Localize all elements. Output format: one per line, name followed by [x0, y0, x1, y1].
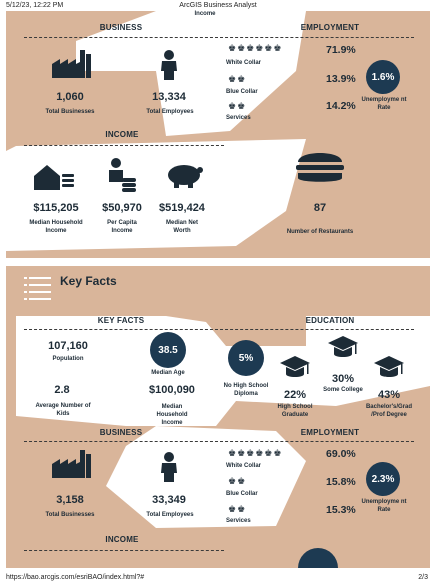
blue-collar-label: Blue Collar — [226, 89, 258, 95]
unemployment-label: Unemployme nt Rate — [361, 97, 407, 111]
services-label-2: Services — [226, 518, 251, 524]
circle-badge-partial — [298, 548, 338, 568]
restaurants-label: Number of Restaurants — [286, 229, 354, 235]
median-household-income-label-2: Median Household Income — [156, 404, 188, 426]
some-college-pct: 30% — [331, 373, 355, 385]
divider — [24, 550, 224, 551]
population-label: Population — [52, 356, 84, 362]
people-icon: ♚♚ — [228, 101, 247, 111]
unemployment-label-2: Unemployme nt Rate — [361, 499, 407, 513]
page-url[interactable]: https://bao.arcgis.com/esriBAO/index.htm… — [6, 574, 145, 581]
income-title-2: INCOME — [105, 535, 139, 544]
business-title: BUSINESS — [99, 23, 143, 32]
panel-2-white-shapes — [16, 316, 430, 528]
high-school-pct: 22% — [283, 389, 307, 401]
graduation-cap-icon — [280, 356, 310, 377]
restaurants-value: 87 — [313, 202, 327, 214]
employment-title-2: EMPLOYMENT — [300, 428, 360, 437]
app-title: ArcGIS Business Analyst — [179, 2, 257, 9]
avg-kids-label: Average Number of Kids — [35, 403, 91, 417]
median-household-income-value-2: $100,090 — [149, 384, 195, 396]
house-coins-icon — [34, 165, 74, 190]
people-icon: ♚♚♚♚♚♚ — [228, 43, 283, 53]
total-businesses-label: Total Businesses — [45, 109, 95, 115]
per-capita-income-label: Per Capita Income — [107, 220, 137, 234]
total-businesses-value-2: 3,158 — [56, 494, 84, 506]
median-net-worth-value: $519,424 — [159, 202, 205, 214]
services-label: Services — [226, 115, 251, 121]
business-title-2: BUSINESS — [99, 428, 143, 437]
total-employees-label-2: Total Employees — [146, 512, 194, 518]
print-datetime: 5/12/23, 12:22 PM — [6, 2, 64, 9]
median-age-label: Median Age — [151, 370, 185, 376]
list-icon — [24, 277, 51, 300]
page-number: 2/3 — [418, 574, 428, 581]
blue-collar-pct: 13.9% — [326, 73, 356, 85]
population-value: 107,160 — [48, 340, 88, 352]
footer-bar — [0, 568, 436, 588]
total-employees-value: 13,334 — [152, 91, 186, 103]
factory-icon — [52, 50, 91, 78]
white-collar-label-2: White Collar — [226, 463, 262, 469]
high-school-label: High School Graduate — [277, 404, 313, 418]
blue-collar-pct-2: 15.8% — [326, 476, 356, 488]
divider — [24, 145, 224, 146]
no-high-school-badge: 5% — [228, 340, 264, 376]
services-pct: 14.2% — [326, 100, 356, 112]
services-pct-2: 15.3% — [326, 504, 356, 516]
some-college-label: Some College — [323, 387, 363, 393]
total-businesses-value: 1,060 — [56, 91, 84, 103]
white-collar-label: White Collar — [226, 60, 262, 66]
median-age-badge: 38.5 — [150, 332, 186, 368]
unemployment-rate-badge: 1.6% — [366, 60, 400, 94]
person-coins-icon — [109, 158, 136, 192]
factory-icon — [52, 450, 91, 478]
income-fragment: Income — [194, 11, 216, 17]
income-title: INCOME — [105, 130, 139, 139]
total-employees-label: Total Employees — [146, 109, 194, 115]
blue-collar-label-2: Blue Collar — [226, 491, 258, 497]
unemployment-rate-badge-2: 2.3% — [366, 462, 400, 496]
people-icon: ♚♚♚♚♚♚ — [228, 448, 283, 458]
education-title: EDUCATION — [305, 316, 355, 325]
person-icon — [161, 452, 177, 482]
median-net-worth-label: Median Net Worth — [165, 220, 198, 234]
panel-1-white-shapes — [6, 11, 306, 251]
total-employees-value-2: 33,349 — [152, 494, 186, 506]
graduation-cap-icon — [374, 356, 404, 377]
people-icon: ♚♚ — [228, 504, 247, 514]
total-businesses-label-2: Total Businesses — [45, 512, 95, 518]
employment-title: EMPLOYMENT — [300, 23, 360, 32]
per-capita-income-value: $50,970 — [102, 202, 142, 214]
divider — [24, 37, 414, 38]
key-facts-heading: Key Facts — [60, 274, 117, 288]
graduation-cap-icon — [328, 336, 358, 357]
median-household-income-label: Median Household Income — [29, 220, 83, 234]
burger-icon — [296, 153, 344, 182]
bachelors-pct: 43% — [377, 389, 401, 401]
median-household-income-value: $115,205 — [33, 202, 79, 214]
no-high-school-label: No High School Diploma — [223, 383, 269, 397]
people-icon: ♚♚ — [228, 74, 247, 84]
white-collar-pct: 71.9% — [326, 44, 356, 56]
people-icon: ♚♚ — [228, 476, 247, 486]
avg-kids-value: 2.8 — [54, 384, 70, 396]
piggy-bank-icon — [168, 165, 203, 188]
divider — [24, 329, 414, 330]
white-collar-pct-2: 69.0% — [326, 448, 356, 460]
person-icon — [161, 50, 177, 80]
divider — [24, 441, 414, 442]
key-facts-title: KEY FACTS — [97, 316, 145, 325]
bachelors-label: Bachelor's/Grad /Prof Degree — [365, 404, 413, 418]
